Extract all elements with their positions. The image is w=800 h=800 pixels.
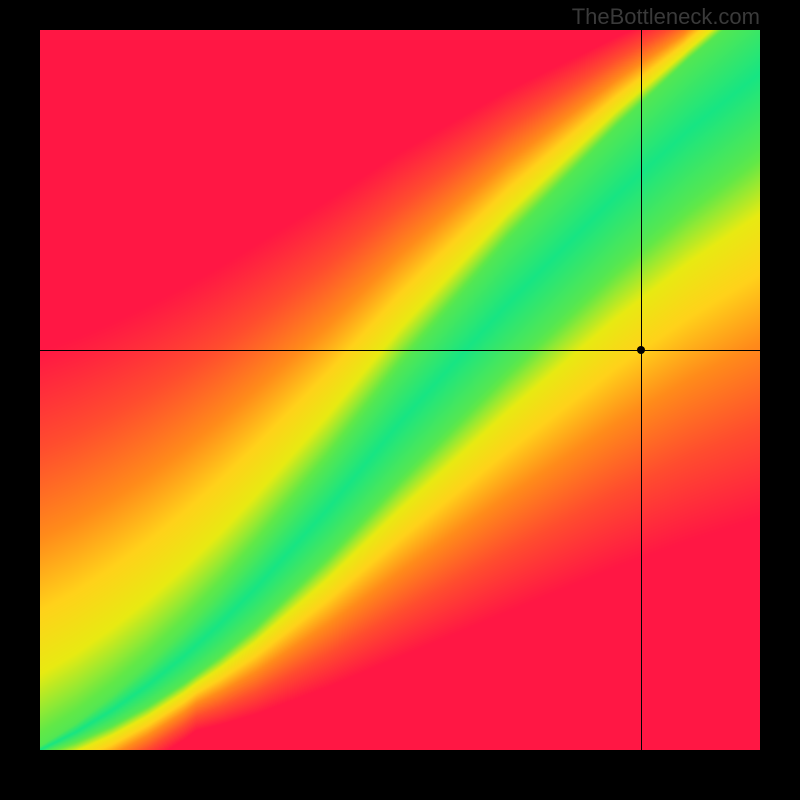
crosshair-marker <box>637 346 645 354</box>
heatmap-plot <box>40 30 760 750</box>
heatmap-canvas <box>40 30 760 750</box>
crosshair-vertical <box>641 30 642 750</box>
watermark-text: TheBottleneck.com <box>572 4 760 30</box>
crosshair-horizontal <box>40 350 760 351</box>
